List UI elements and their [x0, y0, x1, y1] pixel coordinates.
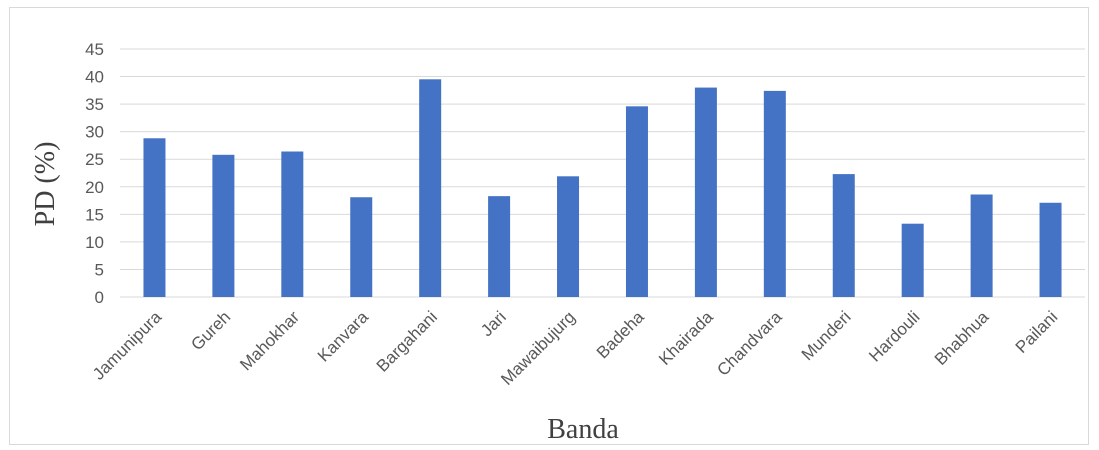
x-category-label: Mawaibujurg — [497, 307, 579, 389]
x-category-label: Bargahani — [373, 307, 441, 375]
bar-chandvara — [763, 90, 786, 297]
x-axis-title: Banda — [547, 414, 619, 445]
y-tick-label: 15 — [85, 205, 104, 224]
x-category-label: Mahokhar — [236, 307, 303, 374]
bar-munderi — [832, 174, 855, 297]
bar-badeha — [625, 106, 648, 297]
x-category-label: Bhabhua — [931, 307, 993, 369]
x-category-label: Hardouli — [865, 307, 923, 365]
y-tick-label: 5 — [95, 260, 104, 279]
y-axis-ticks: 0 5 10 15 20 25 30 35 40 45 — [85, 40, 104, 307]
y-tick-label: 10 — [85, 233, 104, 252]
y-tick-label: 30 — [85, 123, 104, 142]
bars — [143, 79, 1062, 297]
y-tick-label: 45 — [85, 40, 104, 59]
x-category-label: Pailani — [1012, 307, 1062, 357]
bar-hardouli — [901, 223, 924, 297]
bar-jari — [488, 196, 511, 297]
x-axis-categories: Jamunipura Gureh Mahokhar Kanvara Bargahani J… — [89, 307, 1061, 389]
x-category-label: Jamunipura — [89, 307, 166, 384]
y-tick-label: 0 — [95, 288, 104, 307]
bar-pailani — [1039, 202, 1062, 297]
gridlines — [120, 48, 1085, 298]
bar-kanvara — [350, 197, 373, 297]
y-tick-label: 40 — [85, 68, 104, 87]
y-tick-label: 25 — [85, 150, 104, 169]
bar-bargahani — [419, 79, 442, 297]
x-category-label: Jari — [477, 307, 510, 340]
x-category-label: Chandvara — [713, 307, 786, 380]
y-tick-label: 20 — [85, 178, 104, 197]
x-category-label: Munderi — [798, 307, 855, 364]
bar-khairada — [694, 87, 717, 297]
x-category-label: Kanvara — [314, 307, 373, 366]
bar-gureh — [212, 154, 235, 297]
x-category-label: Badeha — [593, 307, 648, 362]
y-axis-title: PD (%) — [30, 142, 61, 227]
bar-mawaibujurg — [557, 176, 580, 297]
x-category-label: Khairada — [655, 307, 717, 369]
bar-mahokhar — [281, 151, 304, 297]
bar-bhabhua — [970, 194, 993, 297]
x-category-label: Gureh — [187, 307, 234, 354]
y-tick-label: 35 — [85, 95, 104, 114]
bar-jamunipura — [143, 138, 166, 297]
